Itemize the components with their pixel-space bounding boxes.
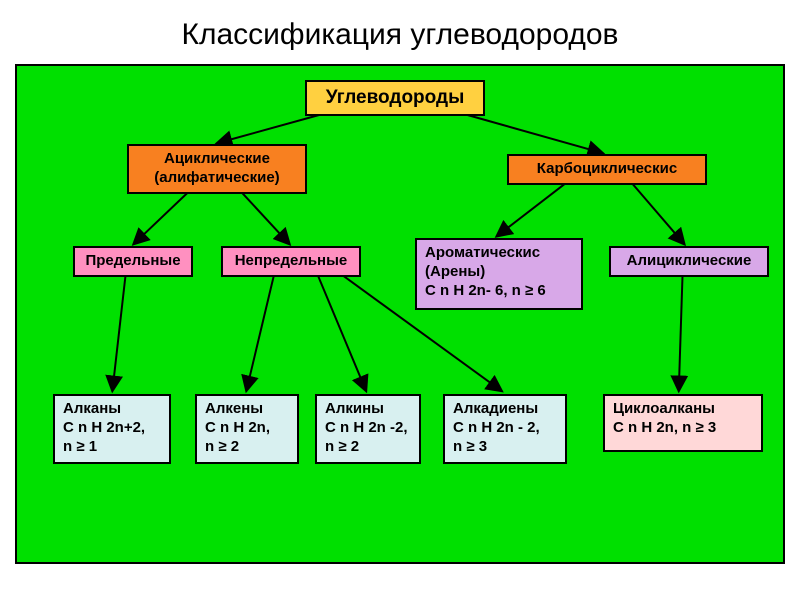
node-alkanes: Алканы C n H 2n+2, n ≥ 1	[53, 394, 171, 464]
edge-alicyclic-cycloalkanes	[679, 272, 683, 391]
arrows-layer	[17, 66, 783, 562]
node-acyclic: Ациклические (алифатические)	[127, 144, 307, 194]
node-cycloalkanes: Циклоалканы C n H 2n, n ≥ 3	[603, 394, 763, 452]
page-title: Классификация углеводородов	[0, 0, 800, 64]
node-unsaturated: Непредельные	[221, 246, 361, 277]
diagram-canvas: Углеводороды Ациклические (алифатические)…	[15, 64, 785, 564]
node-saturated: Предельные	[73, 246, 193, 277]
edge-root-carbo	[456, 112, 604, 154]
node-alkynes: Алкины C n H 2n -2, n ≥ 2	[315, 394, 421, 464]
node-aromatic: Ароматическис (Арены) C n H 2n- 6, n ≥ 6	[415, 238, 583, 310]
node-carbo: Карбоциклическис	[507, 154, 707, 185]
node-alkenes: Алкены C n H 2n, n ≥ 2	[195, 394, 299, 464]
edge-unsaturated-alkynes	[317, 272, 367, 391]
node-root: Углеводороды	[305, 80, 485, 116]
node-alicyclic: Алициклические	[609, 246, 769, 277]
node-alkadienes: Алкадиены C n H 2n - 2, n ≥ 3	[443, 394, 567, 464]
edge-unsaturated-alkenes	[246, 272, 274, 391]
edge-acyclic-saturated	[133, 193, 187, 245]
edge-carbo-aromatic	[496, 183, 566, 237]
edge-root-acyclic	[216, 112, 331, 144]
edge-carbo-alicyclic	[632, 183, 685, 245]
edge-acyclic-unsaturated	[242, 193, 290, 245]
edge-saturated-alkanes	[112, 272, 126, 391]
